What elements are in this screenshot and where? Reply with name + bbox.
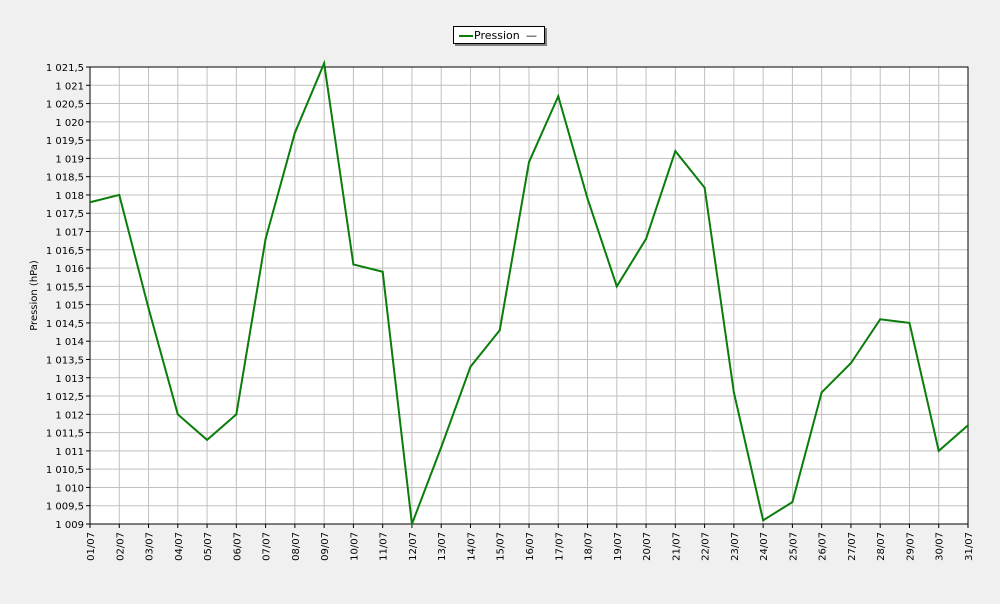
data-point xyxy=(235,413,238,416)
data-point xyxy=(586,197,589,200)
data-point xyxy=(264,237,267,240)
x-tick-label: 22/07 xyxy=(701,532,712,561)
x-tick-label: 19/07 xyxy=(613,532,624,561)
data-point xyxy=(937,449,940,452)
y-tick-label: 1 020 xyxy=(55,118,84,129)
x-tick-label: 20/07 xyxy=(642,532,653,561)
y-tick-label: 1 013,5 xyxy=(46,355,84,366)
y-tick-label: 1 015 xyxy=(55,301,84,312)
y-tick-label: 1 017,5 xyxy=(46,209,84,220)
x-tick-label: 25/07 xyxy=(788,532,799,561)
y-tick-label: 1 015,5 xyxy=(46,282,84,293)
data-point xyxy=(147,307,150,310)
y-tick-label: 1 019,5 xyxy=(46,136,84,147)
y-tick-label: 1 020,5 xyxy=(46,100,84,111)
y-tick-label: 1 010,5 xyxy=(46,465,84,476)
y-axis-title: Pression (hPa) xyxy=(29,260,40,331)
x-tick-label: 07/07 xyxy=(262,532,273,561)
x-tick-label: 31/07 xyxy=(964,532,975,561)
x-tick-label: 21/07 xyxy=(671,532,682,561)
y-tick-label: 1 010 xyxy=(55,483,84,494)
x-tick-label: 28/07 xyxy=(876,532,887,561)
data-point xyxy=(410,523,413,525)
data-point xyxy=(89,201,91,204)
x-tick-label: 10/07 xyxy=(349,532,360,561)
data-point xyxy=(967,424,969,427)
x-tick-label: 08/07 xyxy=(291,532,302,561)
plot-border xyxy=(89,66,969,525)
x-tick-label: 29/07 xyxy=(905,532,916,561)
data-point xyxy=(645,237,648,240)
data-point xyxy=(791,501,794,504)
data-point xyxy=(528,161,530,164)
y-tick-label: 1 021,5 xyxy=(46,63,84,74)
y-tick-label: 1 009,5 xyxy=(46,502,84,513)
x-tick-label: 03/07 xyxy=(145,532,156,561)
legend: Pression — xyxy=(453,26,545,44)
y-tick-label: 1 016 xyxy=(55,264,84,275)
x-tick-label: 12/07 xyxy=(408,532,419,561)
data-point xyxy=(118,193,121,196)
data-point xyxy=(440,446,443,449)
data-point xyxy=(293,131,296,134)
x-tick-label: 05/07 xyxy=(203,532,214,561)
data-point xyxy=(469,365,472,368)
data-point xyxy=(908,321,911,324)
legend-swatch-pression xyxy=(459,35,473,37)
data-point xyxy=(849,362,852,365)
legend-label-pression: Pression xyxy=(474,29,520,42)
data-point xyxy=(820,391,823,394)
x-tick-label: 24/07 xyxy=(759,532,770,561)
data-point xyxy=(879,318,882,321)
x-tick-label: 04/07 xyxy=(174,532,185,561)
y-tick-label: 1 019 xyxy=(55,154,84,165)
y-tick-label: 1 018,5 xyxy=(46,173,84,184)
x-tick-label: 06/07 xyxy=(232,532,243,561)
legend-extra-dash: — xyxy=(526,29,537,42)
data-point xyxy=(323,62,326,65)
y-tick-label: 1 013 xyxy=(55,374,84,385)
data-point xyxy=(498,329,501,332)
y-tick-label: 1 009 xyxy=(55,520,84,531)
y-tick-label: 1 016,5 xyxy=(46,246,84,257)
data-point xyxy=(557,95,560,98)
x-tick-label: 02/07 xyxy=(115,532,126,561)
x-tick-label: 14/07 xyxy=(466,532,477,561)
data-point xyxy=(703,186,706,189)
data-point xyxy=(615,285,618,288)
x-tick-label: 23/07 xyxy=(730,532,741,561)
x-tick-label: 16/07 xyxy=(525,532,536,561)
data-point xyxy=(352,263,355,266)
y-tick-label: 1 012 xyxy=(55,410,84,421)
x-tick-label: 11/07 xyxy=(379,532,390,561)
data-point xyxy=(762,519,765,522)
y-tick-label: 1 011,5 xyxy=(46,429,84,440)
data-point xyxy=(206,438,209,441)
y-tick-label: 1 021 xyxy=(55,81,84,92)
y-tick-label: 1 018 xyxy=(55,191,84,202)
x-tick-label: 13/07 xyxy=(437,532,448,561)
y-tick-label: 1 011 xyxy=(55,447,84,458)
x-tick-label: 18/07 xyxy=(584,532,595,561)
data-point xyxy=(176,413,179,416)
x-tick-label: 27/07 xyxy=(847,532,858,561)
y-tick-label: 1 014 xyxy=(55,337,84,348)
x-tick-label: 09/07 xyxy=(320,532,331,561)
y-tick-label: 1 012,5 xyxy=(46,392,84,403)
x-tick-label: 17/07 xyxy=(554,532,565,561)
data-point xyxy=(674,150,677,153)
x-tick-label: 26/07 xyxy=(818,532,829,561)
data-point xyxy=(381,270,384,273)
y-tick-label: 1 014,5 xyxy=(46,319,84,330)
data-point xyxy=(732,391,735,394)
x-tick-label: 01/07 xyxy=(86,532,97,561)
y-tick-label: 1 017 xyxy=(55,228,84,239)
x-tick-label: 15/07 xyxy=(496,532,507,561)
x-tick-label: 30/07 xyxy=(935,532,946,561)
